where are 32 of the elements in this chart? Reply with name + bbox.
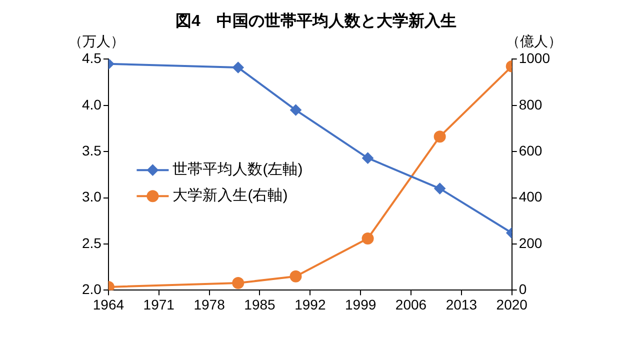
y2-tick-label: 1000 [518, 50, 550, 66]
point [290, 104, 302, 116]
x-tick-label: 2013 [446, 296, 478, 312]
chart-title: 図4 中国の世帯平均人数と大学新入生 [176, 12, 456, 30]
point [232, 277, 244, 290]
legend-label: 大学新入生(右軸) [172, 187, 288, 204]
x-tick-label: 1992 [294, 296, 326, 312]
legend-label: 世帯平均人数(左軸) [172, 161, 303, 178]
x-tick-label: 1985 [244, 296, 276, 312]
y2-axis-title: （億人） [506, 33, 562, 50]
x-tick-label: 1978 [194, 296, 226, 312]
x-tick-label: 1999 [345, 296, 376, 312]
y-axis-title: （万人） [68, 33, 124, 50]
point [290, 270, 302, 282]
y2-tick-label: 800 [518, 96, 542, 112]
point [232, 62, 244, 74]
point [362, 152, 374, 164]
y2-tick-label: 600 [518, 142, 542, 158]
y2-tick-label: 400 [518, 188, 542, 205]
x-tick-label: 1964 [92, 296, 124, 312]
y2-tick-label: 200 [518, 234, 542, 251]
y-tick-label: 2.5 [82, 234, 102, 251]
y-tick-label: 3.5 [82, 142, 102, 158]
y-tick-label: 4.0 [82, 96, 102, 112]
y-tick-label: 3.0 [82, 188, 102, 205]
y-tick-label: 4.5 [82, 50, 102, 66]
point [362, 232, 374, 244]
x-tick-label: 2006 [395, 296, 427, 312]
x-tick-label: 1971 [143, 296, 175, 312]
y2-tick-label: 0 [518, 281, 527, 298]
y-tick-label: 2.0 [82, 281, 102, 298]
x-tick-label: 2020 [496, 296, 528, 312]
